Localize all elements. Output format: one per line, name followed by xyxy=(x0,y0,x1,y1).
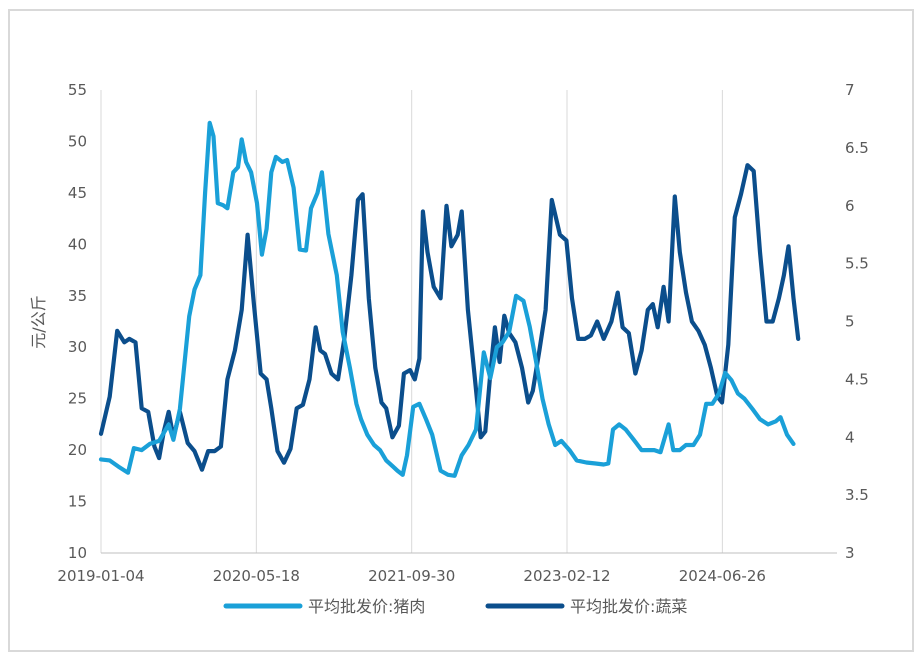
x-tick-label: 2023-02-12 xyxy=(523,567,610,585)
legend-item-pork: 平均批发价:猪肉 xyxy=(223,597,425,616)
legend: 平均批发价:猪肉 平均批发价:蔬菜 xyxy=(223,597,687,616)
right-axis-ticks: 3 3.5 4 4.5 5 5.5 6 6.5 7 xyxy=(845,81,869,562)
x-tick-label: 2020-05-18 xyxy=(213,567,300,585)
y2-tick-label: 3 xyxy=(845,544,855,562)
x-tick-label: 2021-09-30 xyxy=(368,567,455,585)
series-line-pork xyxy=(98,120,796,478)
y-axis-title: 元/公斤 xyxy=(29,295,48,348)
y2-tick-label: 4 xyxy=(845,428,855,446)
y-tick-label: 10 xyxy=(68,544,87,562)
gridlines xyxy=(100,90,723,553)
y2-tick-label: 5 xyxy=(845,313,855,331)
y-tick-label: 20 xyxy=(68,441,87,459)
x-tick-label: 2024-06-26 xyxy=(679,567,766,585)
legend-item-vegetables: 平均批发价:蔬菜 xyxy=(485,597,687,616)
y-tick-label: 50 xyxy=(68,132,87,150)
y2-tick-label: 6.5 xyxy=(845,139,869,157)
chart-frame xyxy=(8,9,914,652)
y2-tick-label: 3.5 xyxy=(845,486,869,504)
y2-tick-label: 6 xyxy=(845,197,855,215)
x-axis-ticks: 2019-01-04 2020-05-18 2021-09-30 2023-02-12… xyxy=(57,567,766,585)
y-tick-label: 35 xyxy=(68,287,87,305)
y-tick-label: 25 xyxy=(68,390,87,408)
y2-tick-label: 4.5 xyxy=(845,370,869,388)
y2-tick-label: 7 xyxy=(845,81,855,99)
series-layer xyxy=(98,120,801,478)
left-axis-ticks: 10 15 20 25 30 35 40 45 50 55 xyxy=(68,81,87,562)
y-tick-label: 40 xyxy=(68,235,87,253)
y2-tick-label: 5.5 xyxy=(845,255,869,273)
series-line-vegetables xyxy=(98,163,801,472)
y-tick-label: 30 xyxy=(68,338,87,356)
y-tick-label: 15 xyxy=(68,493,87,511)
legend-label: 平均批发价:猪肉 xyxy=(308,597,425,616)
legend-label: 平均批发价:蔬菜 xyxy=(570,597,687,616)
y-tick-label: 45 xyxy=(68,184,87,202)
x-tick-label: 2019-01-04 xyxy=(57,567,144,585)
y-tick-label: 55 xyxy=(68,81,87,99)
